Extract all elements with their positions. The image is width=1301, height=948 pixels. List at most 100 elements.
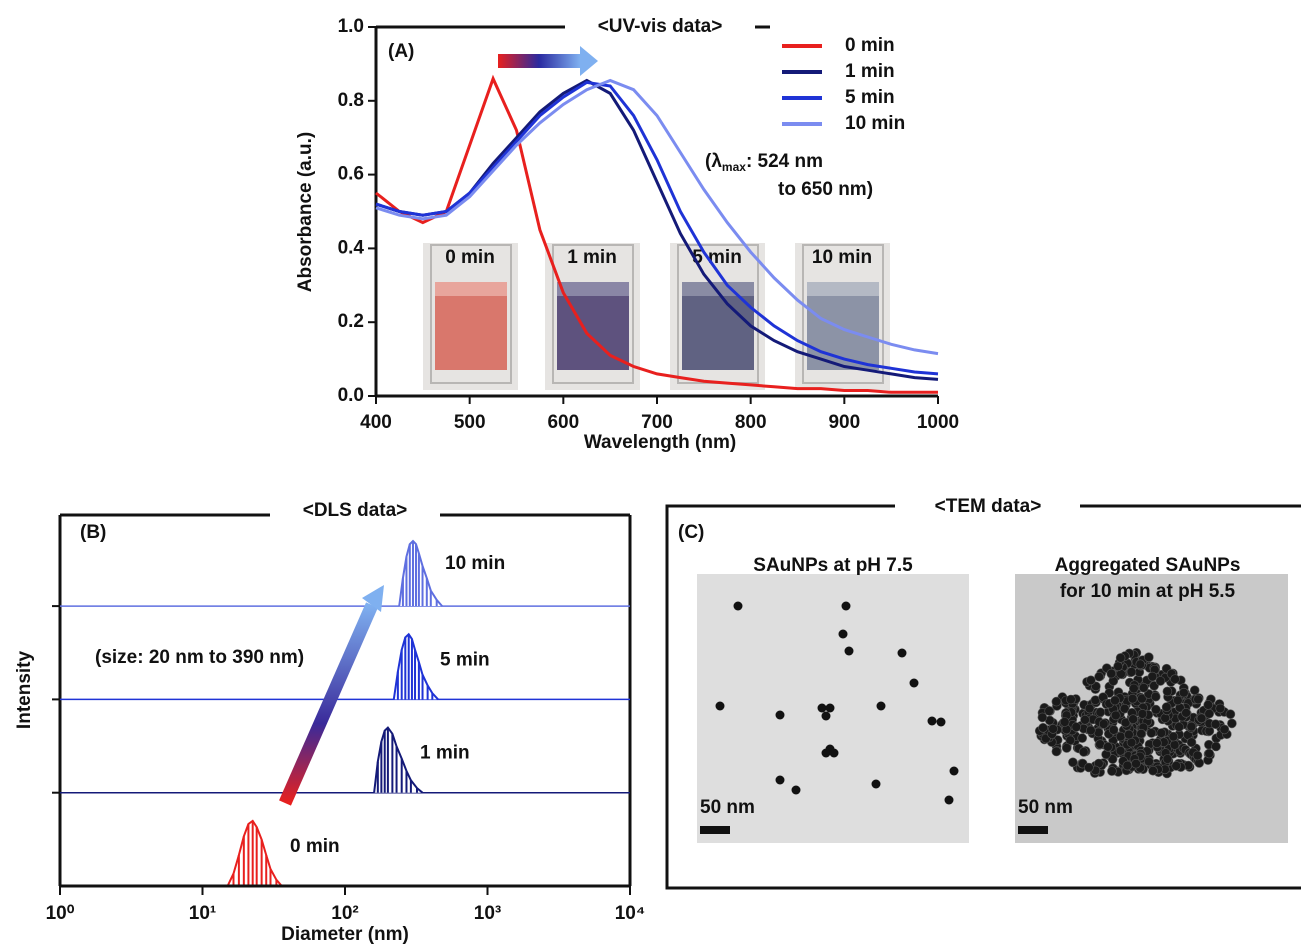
inset-label: 10 min (812, 247, 872, 268)
image-caption: SAuNPs at pH 7.5 (753, 555, 913, 576)
nanoparticle (876, 701, 886, 711)
series-label: 5 min (440, 649, 490, 670)
nanoparticle (1110, 695, 1120, 706)
nanoparticle (1129, 683, 1139, 694)
x-tick-label: 10⁴ (615, 903, 646, 924)
size-arrow (279, 602, 378, 806)
nanoparticle (1115, 653, 1126, 663)
cuvette-liquid (557, 282, 629, 370)
nanoparticle (1086, 675, 1096, 686)
nanoparticle (1078, 747, 1089, 757)
nanoparticle (1051, 746, 1062, 757)
nanoparticle (1061, 743, 1072, 753)
nanoparticle (1131, 758, 1141, 769)
nanoparticle (1186, 737, 1197, 748)
x-tick-label: 10¹ (189, 903, 216, 924)
shift-arrow (498, 54, 580, 68)
cuvette-liquid (435, 282, 507, 370)
nanoparticle (1077, 733, 1087, 743)
cuvette-glass (552, 244, 634, 384)
nanoparticle (1080, 714, 1090, 725)
nanoparticle (1126, 667, 1137, 677)
nanoparticle (949, 766, 959, 776)
y-axis-label: Intensity (14, 651, 35, 730)
x-tick-label: 900 (828, 412, 860, 433)
nanoparticle (1204, 748, 1214, 759)
nanoparticle (1094, 671, 1104, 682)
x-tick-label: 800 (735, 412, 767, 433)
panel-label: (C) (678, 522, 704, 543)
nanoparticle (1174, 722, 1184, 732)
inset-label: 1 min (567, 247, 617, 268)
image-caption: Aggregated SAuNPs (1055, 555, 1241, 576)
nanoparticle (897, 648, 907, 658)
line-series (375, 74, 938, 394)
nanoparticle (1119, 703, 1130, 714)
title-gap (895, 498, 1080, 514)
nanoparticle (871, 779, 881, 789)
nanoparticle (1122, 760, 1133, 771)
cuvette-liquid (807, 282, 879, 370)
nanoparticle (1155, 676, 1166, 686)
legend-label: 5 min (845, 87, 895, 108)
x-tick-label: 10³ (474, 903, 501, 924)
nanoparticle (1193, 694, 1203, 705)
nanoparticle (1210, 719, 1221, 730)
nanoparticle (1037, 712, 1048, 723)
nanoparticle (1127, 693, 1138, 704)
y-tick-label: 0.8 (338, 90, 364, 111)
nanoparticle (1160, 713, 1170, 723)
nanoparticle (1124, 729, 1134, 740)
scale-bar-label: 50 nm (700, 797, 755, 818)
x-tick-label: 500 (454, 412, 486, 433)
x-tick-label: 600 (547, 412, 579, 433)
nanoparticle (1065, 735, 1076, 746)
nanoparticle (1169, 740, 1180, 750)
nanoparticle (1181, 707, 1191, 718)
scale-bar (700, 826, 730, 834)
nanoparticle (733, 601, 743, 611)
nanoparticle (1211, 741, 1221, 752)
nanoparticle (1161, 702, 1172, 712)
nanoparticle (1095, 707, 1106, 718)
x-tick-label: 1000 (917, 412, 959, 433)
nanoparticle (1107, 754, 1118, 764)
nanoparticle (775, 710, 785, 720)
nanoparticle (1144, 652, 1154, 663)
shift-arrow-head (580, 46, 598, 76)
cuvette-top (557, 282, 629, 296)
panel-title: <UV-vis data> (598, 16, 723, 37)
nanoparticle (1225, 709, 1236, 720)
size-arrow-head (362, 585, 384, 612)
nanoparticle (817, 703, 827, 713)
legend-label: 0 min (845, 35, 895, 56)
nanoparticle (1136, 728, 1146, 739)
cuvette-glass (802, 244, 884, 384)
nanoparticle (1227, 718, 1237, 729)
nanoparticle (1051, 696, 1062, 707)
nanoparticle (1111, 710, 1121, 721)
nanoparticle (1103, 741, 1113, 752)
scale-bar-label: 50 nm (1018, 797, 1073, 818)
panel-label: (A) (388, 41, 414, 62)
nanoparticle (1048, 724, 1058, 734)
annotation: (size: 20 nm to 390 nm) (95, 647, 304, 668)
series-label: 0 min (290, 836, 340, 857)
cuvette-glass (430, 244, 512, 384)
nanoparticle (1171, 761, 1181, 771)
nanoparticle (1084, 762, 1094, 773)
nanoparticle (838, 629, 848, 639)
x-tick-label: 700 (641, 412, 673, 433)
nanoparticle (1146, 728, 1157, 738)
panel-title: <TEM data> (935, 496, 1042, 517)
annotation: to 650 nm) (778, 179, 873, 200)
y-tick-label: 0.6 (338, 164, 364, 185)
cuvette-top (435, 282, 507, 296)
y-tick-label: 0.2 (338, 311, 364, 332)
nanoparticle (1179, 687, 1189, 698)
nanoparticle (1204, 708, 1214, 719)
nanoparticle (791, 785, 801, 795)
nanoparticle (1038, 722, 1048, 733)
nanoparticle (1068, 757, 1078, 768)
